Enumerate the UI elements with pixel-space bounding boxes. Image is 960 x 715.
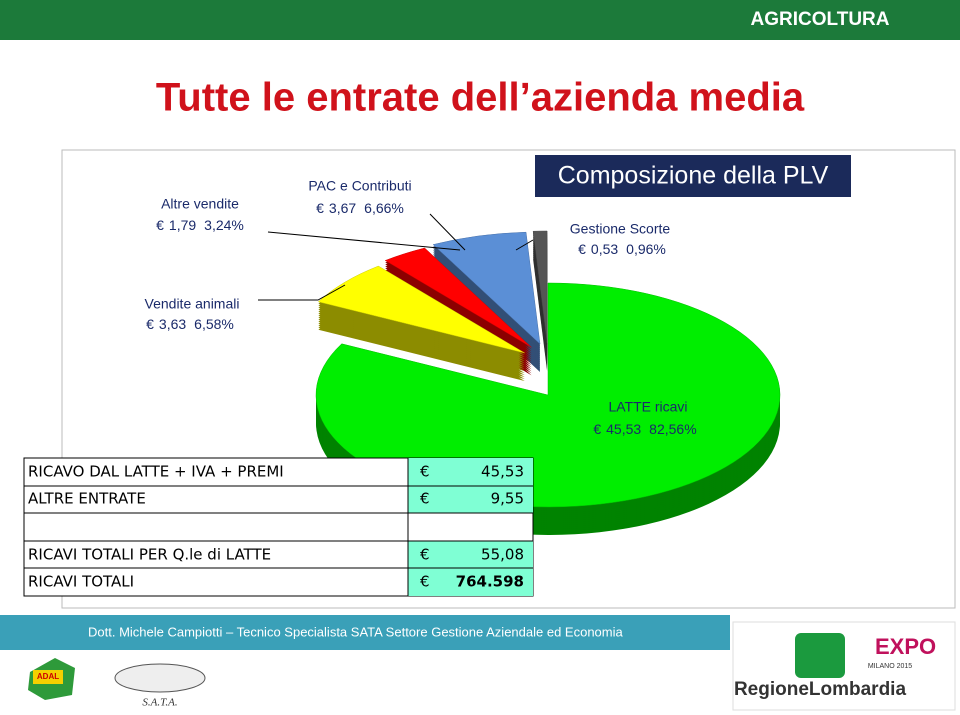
slice-label: PAC e Contributi bbox=[308, 178, 411, 194]
currency: € bbox=[578, 241, 586, 257]
slice-value: €3,63 6,58% bbox=[146, 316, 234, 332]
row-label: RICAVI TOTALI bbox=[28, 573, 134, 591]
slice bbox=[315, 282, 781, 508]
chart-frame bbox=[61, 149, 956, 609]
percent: 6,58% bbox=[194, 316, 234, 332]
currency: € bbox=[593, 421, 601, 437]
sata-animals bbox=[114, 663, 206, 693]
row-label: RICAVO DAL LATTE + IVA + PREMI bbox=[28, 463, 284, 481]
row-value: 764.598 bbox=[456, 573, 524, 591]
currency: € bbox=[420, 546, 430, 564]
amount: 3,63 bbox=[159, 316, 186, 332]
chart-title: Composizione della PLV bbox=[558, 162, 829, 190]
leader bbox=[515, 239, 534, 251]
credit: Dott. Michele Campiotti – Tecnico Specia… bbox=[88, 624, 623, 639]
leader bbox=[429, 213, 466, 251]
labels: LATTE ricavi € 45,53 82,56% Vendite animali €… bbox=[145, 178, 697, 437]
amount: 45,53 bbox=[606, 421, 641, 437]
slice-value: €0,53 0,96% bbox=[578, 241, 666, 257]
chart-title-box bbox=[535, 155, 851, 197]
percent: 82,56% bbox=[649, 421, 696, 437]
row-value: 45,53 bbox=[481, 463, 524, 481]
adal-logo: ADAL bbox=[37, 672, 59, 681]
slice-value: €1,79 3,24% bbox=[156, 217, 244, 233]
row-value: 55,08 bbox=[481, 546, 524, 564]
adal-badge bbox=[33, 670, 63, 684]
table-cells: RICAVO DAL LATTE + IVA + PREMI €45,53 ALTR… bbox=[28, 463, 524, 591]
currency: € bbox=[316, 200, 324, 216]
leader bbox=[258, 284, 346, 301]
slice bbox=[432, 231, 541, 345]
currency: € bbox=[420, 490, 430, 508]
region-emblem bbox=[795, 633, 845, 678]
slice-label: Gestione Scorte bbox=[570, 221, 671, 237]
table bbox=[23, 457, 534, 597]
sata-logo: S.A.T.A. bbox=[142, 697, 177, 709]
currency: € bbox=[420, 573, 430, 591]
slice-value: €45,53 82,56% bbox=[593, 421, 696, 437]
brand: AGRICOLTURA bbox=[751, 9, 890, 30]
slice bbox=[317, 265, 525, 354]
currency: € bbox=[420, 463, 430, 481]
expo-sub: MILANO 2015 bbox=[868, 663, 912, 670]
amount: 0,53 bbox=[591, 241, 618, 257]
expo-logo: EXPO bbox=[875, 634, 936, 659]
percent: 0,96% bbox=[626, 241, 666, 257]
percent: 3,24% bbox=[204, 217, 244, 233]
amount: 1,79 bbox=[169, 217, 196, 233]
slice-label: LATTE ricavi bbox=[608, 399, 687, 415]
slice bbox=[384, 247, 532, 348]
row-value: 9,55 bbox=[491, 490, 524, 508]
row-label: ALTRE ENTRATE bbox=[28, 490, 146, 508]
slice-label: Altre vendite bbox=[161, 196, 239, 212]
region-logo: RegioneLombardia bbox=[734, 679, 907, 700]
row-label: RICAVI TOTALI PER Q.le di LATTE bbox=[28, 546, 271, 564]
slide-title: Tutte le entrate dell’azienda media bbox=[156, 76, 805, 120]
slice bbox=[532, 230, 548, 344]
currency: € bbox=[146, 316, 154, 332]
slice-value: €3,67 6,66% bbox=[316, 200, 404, 216]
footer-bar bbox=[0, 615, 730, 650]
percent: 6,66% bbox=[364, 200, 404, 216]
leader bbox=[267, 231, 461, 251]
top-bar bbox=[0, 0, 960, 40]
slice-label: Vendite animali bbox=[145, 296, 240, 312]
currency: € bbox=[156, 217, 164, 233]
amount: 3,67 bbox=[329, 200, 356, 216]
